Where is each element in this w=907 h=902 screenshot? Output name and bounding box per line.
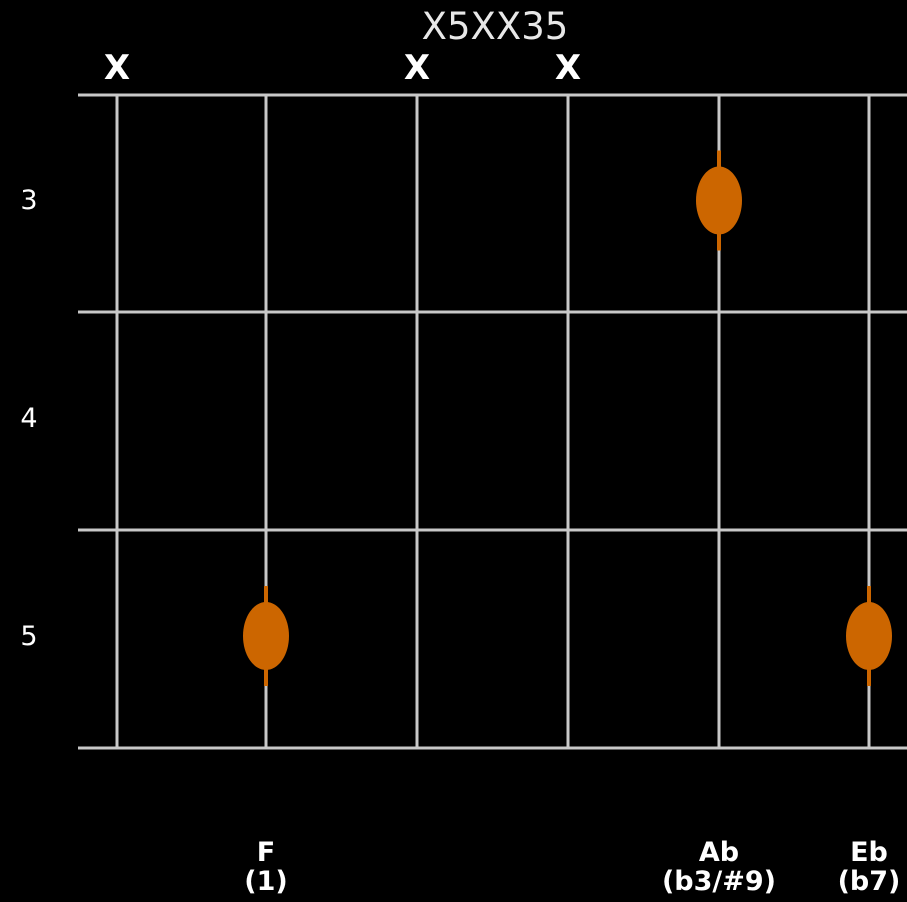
mute-marker-string-4: X bbox=[554, 48, 582, 88]
fret-lines bbox=[78, 93, 907, 750]
finger-dot-string-5-fret-3 bbox=[696, 166, 742, 235]
finger-dot-string-6-fret-5 bbox=[846, 602, 892, 670]
note-name-string-6: Eb bbox=[850, 837, 888, 868]
note-name-string-5: Ab bbox=[698, 837, 740, 868]
finger-dot-string-2-fret-5 bbox=[243, 602, 289, 670]
note-interval-string-5: (b3/#9) bbox=[661, 866, 777, 897]
fret-number-label: 3 bbox=[20, 185, 38, 216]
mute-marker-string-3: X bbox=[403, 48, 431, 88]
note-name-string-2: F bbox=[256, 837, 276, 868]
chord-title: X5XX35 bbox=[421, 5, 569, 48]
note-interval-string-2: (1) bbox=[244, 866, 288, 897]
mute-marker-string-1: X bbox=[103, 48, 131, 88]
fretted-notes bbox=[243, 150, 892, 686]
fret-number-label: 5 bbox=[20, 621, 38, 652]
string-lines bbox=[115, 95, 871, 748]
note-interval-string-6: (b7) bbox=[837, 866, 901, 897]
fret-number-label: 4 bbox=[20, 403, 38, 434]
